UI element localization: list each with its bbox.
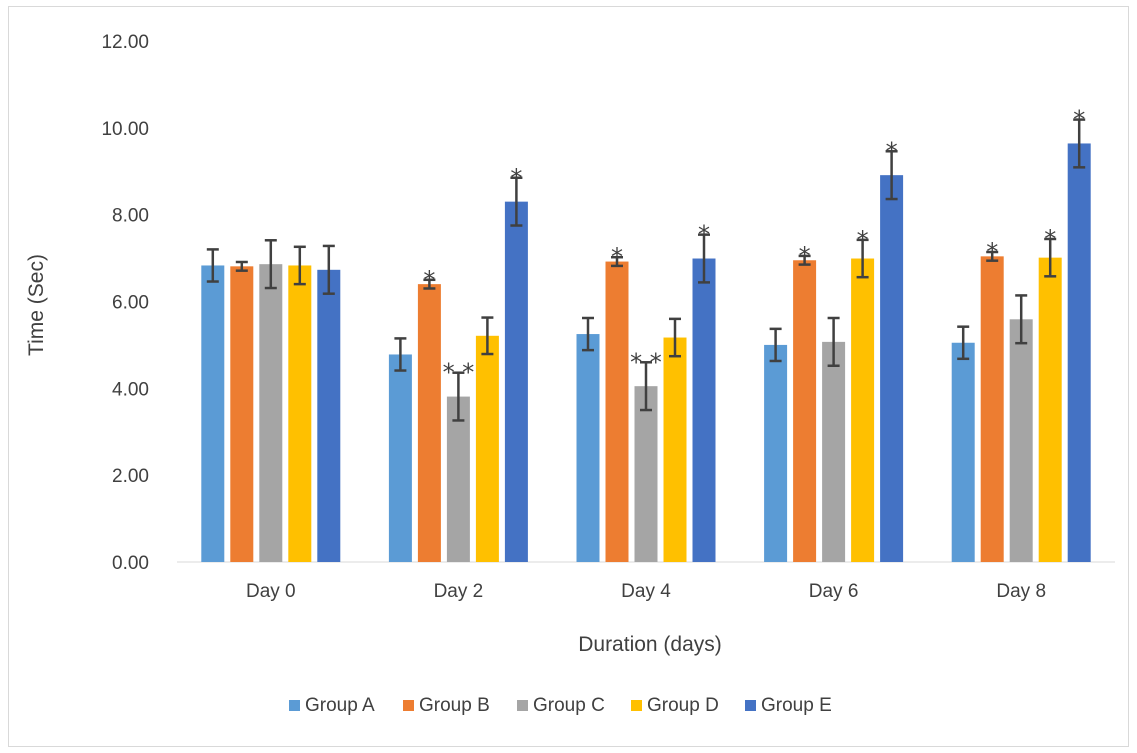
significance-mark: * — [857, 226, 869, 254]
error-bar — [322, 244, 335, 295]
error-bar — [264, 239, 277, 290]
y-axis-title: Time (Sec) — [25, 254, 48, 356]
y-tick-label: 8.00 — [112, 206, 149, 227]
bar — [851, 258, 875, 562]
y-tick-label: 6.00 — [112, 293, 149, 314]
bar — [1009, 319, 1033, 562]
error-bar-layer — [206, 118, 1086, 422]
error-bar — [669, 317, 681, 358]
error-bar — [885, 150, 898, 201]
bar — [663, 337, 687, 562]
bar — [317, 269, 341, 562]
significance-mark: * — [986, 238, 998, 266]
significance-mark: * — [1044, 225, 1056, 253]
significance-mark: * — [423, 266, 435, 294]
significance-mark: * — [510, 164, 522, 192]
significance-mark: * — [611, 243, 623, 271]
legend-label: Group D — [647, 695, 719, 716]
y-tick-label: 4.00 — [112, 379, 149, 400]
error-bar — [798, 254, 811, 266]
x-axis-title: Duration (days) — [578, 633, 722, 656]
bar — [605, 261, 629, 562]
bar — [576, 334, 600, 562]
legend: Group A Group B Group C Group D Group E — [289, 695, 832, 716]
bar — [764, 344, 788, 562]
bar — [288, 265, 312, 562]
bar — [388, 354, 412, 562]
bar — [475, 335, 499, 562]
bar — [951, 342, 975, 562]
error-bar — [206, 248, 219, 283]
error-bar — [394, 337, 407, 372]
legend-label: Group A — [305, 695, 375, 716]
bar — [417, 284, 441, 562]
x-tick-label: Day 0 — [246, 581, 296, 602]
bar-chart: 0.00 2.00 4.00 6.00 8.00 10.00 12.00 Day 0 Day 2… — [25, 32, 1115, 716]
y-tick-label: 12.00 — [101, 32, 149, 53]
error-bar — [611, 255, 623, 268]
legend-item: Group E — [745, 695, 832, 716]
significance-mark: * — [1073, 106, 1085, 134]
bar — [230, 266, 254, 562]
error-bar — [1073, 118, 1086, 169]
bar — [1067, 143, 1091, 563]
annotation-layer: * * * * * * * * * * * * * * — [423, 106, 1085, 387]
legend-item: Group A — [289, 695, 375, 716]
error-bar — [481, 316, 494, 356]
error-bar — [1044, 237, 1057, 278]
bar — [201, 265, 225, 562]
x-tick-label: Day 8 — [996, 581, 1046, 602]
legend-swatch — [517, 700, 528, 711]
error-bar — [1015, 294, 1028, 345]
y-tick-label: 0.00 — [112, 553, 149, 574]
x-tick-label: Day 4 — [621, 581, 671, 602]
legend-label: Group E — [761, 695, 832, 716]
significance-mark: * — [886, 137, 898, 165]
legend-item: Group C — [517, 695, 605, 716]
bar-layer — [201, 143, 1091, 563]
error-bar — [582, 316, 594, 352]
error-bar — [452, 371, 465, 422]
legend-swatch — [403, 700, 414, 711]
bar — [504, 201, 528, 562]
bar — [793, 260, 817, 562]
legend-item: Group B — [403, 695, 490, 716]
significance-mark: * — [799, 242, 811, 270]
error-bar — [510, 176, 523, 227]
error-bar — [698, 233, 710, 284]
bar — [822, 341, 846, 562]
legend-swatch — [745, 700, 756, 711]
error-bar — [769, 327, 782, 363]
significance-mark: * * — [443, 359, 475, 387]
error-bar — [293, 245, 306, 286]
y-tick-label: 10.00 — [101, 119, 149, 140]
error-bar — [856, 238, 869, 279]
error-bar — [957, 325, 970, 361]
bar — [634, 386, 658, 562]
error-bar — [640, 361, 652, 412]
x-tick-label: Day 2 — [434, 581, 484, 602]
chart-frame: 0.00 2.00 4.00 6.00 8.00 10.00 12.00 Day 0 Day 2… — [8, 6, 1129, 747]
bar — [446, 396, 470, 562]
significance-mark: * — [698, 221, 710, 249]
legend-swatch — [631, 700, 642, 711]
bar — [980, 256, 1004, 562]
error-bar — [827, 316, 840, 368]
legend-item: Group D — [631, 695, 719, 716]
error-bar — [235, 260, 248, 272]
x-tick-label: Day 6 — [809, 581, 859, 602]
bar — [692, 258, 716, 562]
bar — [1038, 257, 1062, 562]
y-tick-label: 2.00 — [112, 466, 149, 487]
legend-label: Group C — [533, 695, 605, 716]
bar — [259, 264, 283, 562]
error-bar — [423, 278, 436, 290]
legend-label: Group B — [419, 695, 490, 716]
error-bar — [986, 250, 999, 262]
bar — [880, 175, 904, 562]
significance-mark: * * — [630, 348, 662, 376]
legend-swatch — [289, 700, 300, 711]
